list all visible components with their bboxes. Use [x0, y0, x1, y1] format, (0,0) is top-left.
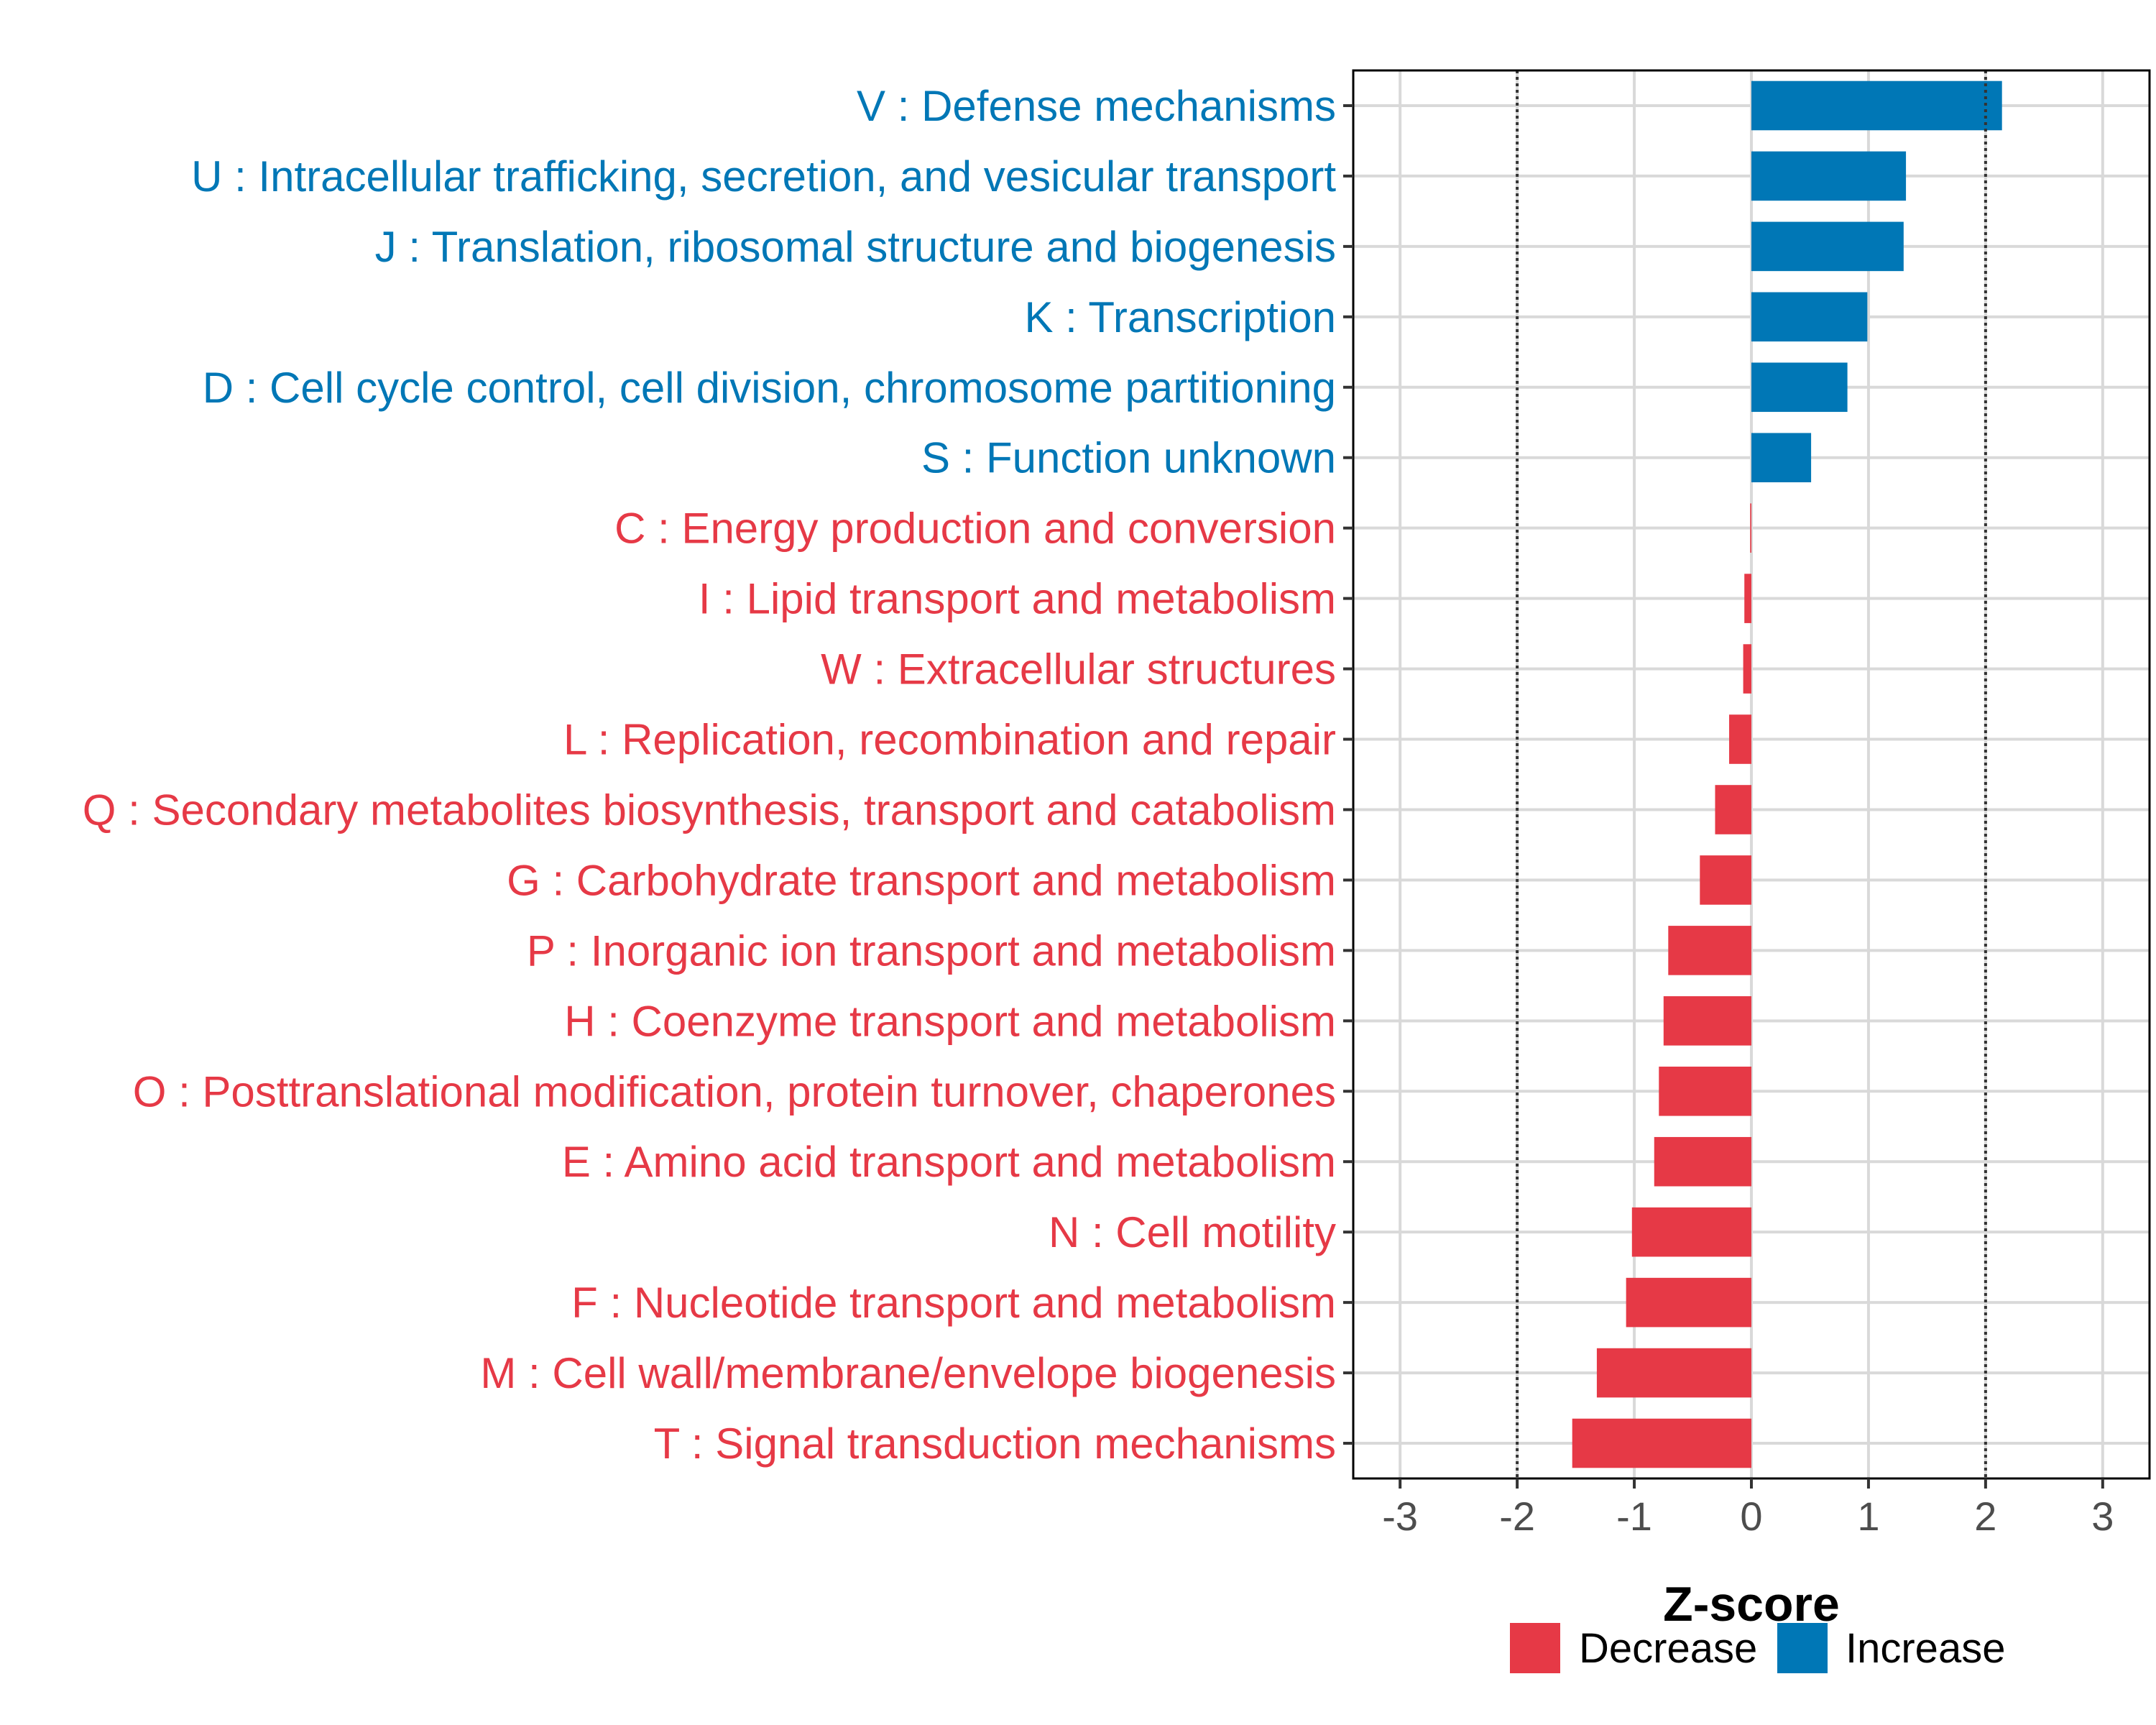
- bar-decrease: [1596, 1348, 1751, 1398]
- bars: [1572, 80, 2002, 1468]
- y-axis-ticks: [1343, 104, 1353, 1445]
- x-tick-label: 0: [1740, 1494, 1762, 1539]
- x-tick-label: 3: [2091, 1494, 2114, 1539]
- reference-lines: [1516, 70, 1987, 1478]
- category-label: S : Function unknown: [921, 434, 1336, 482]
- bar-decrease: [1572, 1418, 1751, 1468]
- bar-increase: [1751, 433, 1812, 483]
- bar-decrease: [1631, 1207, 1751, 1257]
- legend: Decrease Increase: [1510, 1623, 2005, 1673]
- category-label: U : Intracellular trafficking, secretion…: [191, 152, 1336, 201]
- category-labels: V : Defense mechanisms U : Intracellular …: [83, 82, 1337, 1468]
- legend-swatch-decrease: [1510, 1623, 1560, 1673]
- category-label: K : Transcription: [1024, 293, 1336, 341]
- bar-decrease: [1626, 1277, 1751, 1328]
- bar-decrease: [1743, 644, 1751, 694]
- category-label: J : Translation, ribosomal structure and…: [375, 223, 1336, 271]
- bar-increase: [1751, 221, 1904, 272]
- x-tick-label: -1: [1616, 1494, 1652, 1539]
- category-label: I : Lipid transport and metabolism: [699, 575, 1336, 623]
- category-label: V : Defense mechanisms: [857, 82, 1336, 130]
- bar-decrease: [1700, 855, 1751, 905]
- x-tick-label: 2: [1974, 1494, 1996, 1539]
- legend-swatch-increase: [1777, 1623, 1828, 1673]
- bar-increase: [1751, 292, 1868, 342]
- category-label: D : Cell cycle control, cell division, c…: [203, 364, 1336, 412]
- x-tick-label: -2: [1499, 1494, 1535, 1539]
- bar-increase: [1751, 151, 1907, 201]
- x-tick-label: -3: [1382, 1494, 1418, 1539]
- category-label: Q : Secondary metabolites biosynthesis, …: [83, 786, 1336, 834]
- category-label: N : Cell motility: [1049, 1208, 1336, 1256]
- legend-label-decrease: Decrease: [1579, 1625, 1757, 1672]
- bar-decrease: [1729, 714, 1751, 764]
- x-axis-ticks: -3 -2 -1 0 1 2 3: [1382, 1478, 2114, 1539]
- category-label: F : Nucleotide transport and metabolism: [571, 1279, 1336, 1327]
- bar-decrease: [1663, 996, 1751, 1046]
- x-axis-title: Z-score: [1663, 1577, 1840, 1632]
- bar-increase: [1751, 80, 2002, 131]
- category-label: E : Amino acid transport and metabolism: [562, 1138, 1336, 1186]
- bar-increase: [1751, 362, 1848, 413]
- bar-decrease: [1668, 926, 1751, 975]
- category-label: G : Carbohydrate transport and metabolis…: [507, 856, 1336, 904]
- category-label: M : Cell wall/membrane/envelope biogenes…: [480, 1349, 1336, 1397]
- category-label: L : Replication, recombination and repai…: [563, 716, 1336, 764]
- category-label: W : Extracellular structures: [821, 645, 1336, 694]
- bar-decrease: [1659, 1066, 1751, 1116]
- bar-decrease: [1654, 1136, 1751, 1187]
- bar-decrease: [1715, 785, 1751, 834]
- legend-label-increase: Increase: [1846, 1625, 2005, 1672]
- category-label: T : Signal transduction mechanisms: [654, 1420, 1336, 1468]
- x-tick-label: 1: [1857, 1494, 1879, 1539]
- category-label: C : Energy production and conversion: [614, 505, 1336, 553]
- bar-decrease: [1750, 503, 1751, 553]
- category-label: H : Coenzyme transport and metabolism: [564, 997, 1336, 1045]
- bar-decrease: [1744, 574, 1751, 623]
- category-label: O : Posttranslational modification, prot…: [133, 1067, 1336, 1116]
- category-label: P : Inorganic ion transport and metaboli…: [527, 926, 1336, 975]
